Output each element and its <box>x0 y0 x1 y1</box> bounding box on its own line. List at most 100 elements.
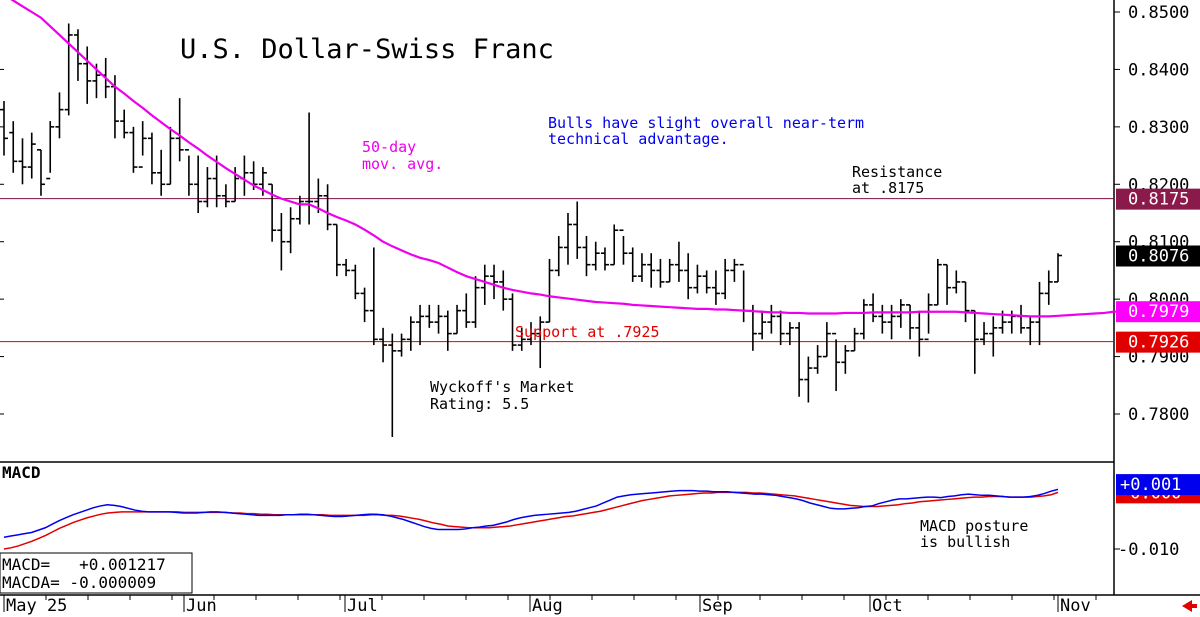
chart-title: U.S. Dollar-Swiss Franc <box>180 34 554 65</box>
ohlc-bar <box>434 304 443 334</box>
ohlc-bar <box>443 310 452 351</box>
wyckoff-rating-line1: Wyckoff's Market <box>430 378 575 396</box>
price-tag-box <box>1116 331 1200 353</box>
ohlc-bar <box>656 258 665 288</box>
ohlc-bar <box>64 23 73 116</box>
ohlc-bar <box>924 293 933 341</box>
ohlc-bar <box>508 293 517 351</box>
ohlc-bar <box>776 310 785 346</box>
ohlc-bar <box>739 263 748 323</box>
macd-tick-label: -0.010 <box>1118 540 1179 560</box>
ma-label-line1: 50-day <box>362 138 416 156</box>
ohlc-bar <box>9 121 18 173</box>
price-tag-label: 0.7926 <box>1128 333 1189 353</box>
ohlc-bar <box>684 253 693 300</box>
ohlc-bar <box>869 293 878 323</box>
ohlc-bar <box>813 345 822 374</box>
macd-readout-box <box>0 552 193 594</box>
ohlc-bar <box>647 253 656 288</box>
ohlc-bar <box>980 322 989 346</box>
date-tick-label: Sep <box>702 596 733 616</box>
ohlc-bar <box>286 207 295 254</box>
left-arrow-icon-tail <box>1191 604 1197 608</box>
ohlc-bar <box>369 247 378 346</box>
ohlc-bars <box>0 23 1062 437</box>
ohlc-bar <box>545 258 554 323</box>
ohlc-bar <box>517 327 526 351</box>
ohlc-bar <box>147 132 156 185</box>
ohlc-bar <box>1026 316 1035 346</box>
ohlc-bar <box>379 327 388 363</box>
ohlc-bar <box>416 304 425 346</box>
ohlc-bar <box>906 304 915 340</box>
price-tag-box <box>1116 245 1200 267</box>
ohlc-bar <box>175 98 184 162</box>
ohlc-bar <box>943 263 952 305</box>
ohlc-bar <box>406 316 415 351</box>
resistance-label-line1: Resistance <box>852 163 942 181</box>
ohlc-bar <box>138 121 147 168</box>
ohlc-bar <box>989 316 998 357</box>
ohlc-bar <box>693 264 702 294</box>
ohlc-bar <box>36 149 45 196</box>
ohlc-bar <box>721 258 730 300</box>
macd-tag-box <box>1116 474 1200 496</box>
ohlc-bar <box>55 92 64 139</box>
ma-label-line2: mov. avg. <box>362 155 443 173</box>
date-tick-label: Aug <box>532 596 563 616</box>
ohlc-bar <box>425 304 434 328</box>
ohlc-bar <box>332 223 341 277</box>
ohlc-bar <box>83 46 92 104</box>
date-tick-label: May 25 <box>6 596 67 616</box>
ohlc-bar <box>822 322 831 358</box>
ohlc-bar <box>702 270 711 294</box>
price-axis-ticks: 0.85000.84000.83000.82000.81000.80000.79… <box>0 3 1189 560</box>
ohlc-bar <box>305 112 314 225</box>
macd-tag-label: +0.001 <box>1120 475 1181 495</box>
ohlc-bar <box>767 304 776 334</box>
ohlc-bar <box>637 253 646 282</box>
ma-line-layer <box>10 0 1123 318</box>
ohlc-bar <box>850 327 859 352</box>
ohlc-bar <box>129 126 138 173</box>
price-tag-label: 0.8076 <box>1128 246 1189 266</box>
ohlc-bar <box>166 126 175 186</box>
ohlc-bar <box>120 109 129 139</box>
ohlc-bar <box>453 304 462 335</box>
macd-line <box>3 488 1059 538</box>
ohlc-bar <box>471 276 480 328</box>
ohlc-bar <box>563 213 572 265</box>
ohlc-bar <box>832 332 841 392</box>
date-tick-label: Jun <box>186 596 217 616</box>
ohlc-bar <box>212 155 221 208</box>
left-arrow-icon[interactable] <box>1182 600 1192 612</box>
ohlc-bar <box>499 270 508 311</box>
ohlc-bar <box>961 281 970 323</box>
ohlc-bar <box>388 333 397 437</box>
ohlc-bar <box>887 304 896 340</box>
ohlc-bar <box>462 293 471 328</box>
ohlc-bar <box>342 258 351 277</box>
macda-readout: MACDA= -0.000009 <box>2 573 156 592</box>
ohlc-bar <box>674 241 683 282</box>
macd-posture-line1: MACD posture <box>920 517 1028 535</box>
ohlc-bar <box>360 287 369 323</box>
ohlc-bar <box>970 309 979 374</box>
macd-panel-title: MACD <box>2 463 41 482</box>
ohlc-bar <box>323 184 332 231</box>
ohlc-bar <box>240 155 249 196</box>
ohlc-bar <box>610 224 619 266</box>
date-tick-label: Jul <box>347 596 378 616</box>
resistance-label-line2: at .8175 <box>852 179 924 197</box>
ohlc-bar <box>730 258 739 282</box>
ohlc-bar <box>554 235 563 277</box>
ohlc-bar <box>785 322 794 346</box>
bulls-note-line1: Bulls have slight overall near-term <box>548 114 864 132</box>
ohlc-bar <box>480 264 489 305</box>
support-label: Support at .7925 <box>515 323 660 341</box>
ohlc-bar <box>758 310 767 340</box>
ohlc-bar <box>536 316 545 369</box>
price-tag-box <box>1116 301 1200 323</box>
ohlc-bar <box>952 270 961 294</box>
ma-50-line <box>10 0 1123 318</box>
